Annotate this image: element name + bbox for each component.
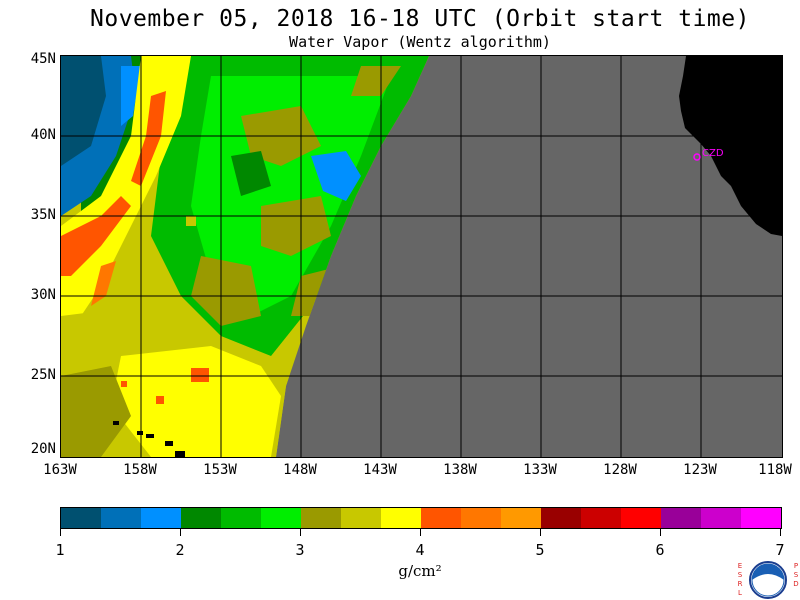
colorbar-label-1: 1: [55, 541, 65, 559]
colorbar-swatch: [661, 508, 701, 528]
colorbar-swatch: [261, 508, 301, 528]
psd-letters: P S D: [793, 562, 799, 588]
colorbar-tick: [60, 528, 61, 536]
colorbar-swatch: [461, 508, 501, 528]
colorbar-swatch: [541, 508, 581, 528]
colorbar-label-3: 3: [295, 541, 305, 559]
colorbar-tick: [780, 528, 781, 536]
lat-label-40n: 40N: [30, 127, 56, 143]
colorbar-swatch: [301, 508, 341, 528]
lon-label-123w: 123W: [683, 462, 717, 478]
lat-label-30n: 30N: [30, 287, 56, 303]
lon-label-163w: 163W: [43, 462, 77, 478]
station-label: CZD: [702, 148, 724, 159]
lon-label-153w: 153W: [203, 462, 237, 478]
colorbar-label-7: 7: [775, 541, 785, 559]
colorbar-tick: [420, 528, 421, 536]
colorbar-tick: [300, 528, 301, 536]
colorbar-swatch: [501, 508, 541, 528]
map-subtitle: Water Vapor (Wentz algorithm): [289, 33, 551, 51]
lat-label-45n: 45N: [30, 51, 56, 67]
colorbar-swatch: [141, 508, 181, 528]
colorbar-label-6: 6: [655, 541, 665, 559]
lat-label-35n: 35N: [30, 207, 56, 223]
water-vapor-map: CZD: [60, 55, 783, 458]
esrl-letters: E S R L: [737, 562, 743, 597]
colorbar: [60, 507, 782, 529]
north-america-land: [679, 56, 782, 236]
colorbar-swatch: [701, 508, 741, 528]
colorbar-label-5: 5: [535, 541, 545, 559]
lon-label-118w: 118W: [758, 462, 792, 478]
colorbar-swatch: [581, 508, 621, 528]
lon-label-133w: 133W: [523, 462, 557, 478]
colorbar-swatch: [621, 508, 661, 528]
colorbar-tick: [660, 528, 661, 536]
water-vapor-field: CZD: [61, 56, 782, 457]
colorbar-swatch: [181, 508, 221, 528]
hawaii-islands: [113, 421, 185, 457]
esrl-psd-noaa-logo: E S R L P S D: [736, 560, 800, 600]
colorbar-swatch: [221, 508, 261, 528]
colorbar-swatch: [101, 508, 141, 528]
colorbar-tick: [180, 528, 181, 536]
colorbar-tick: [540, 528, 541, 536]
colorbar-units: g/cm²: [398, 562, 442, 580]
station-marker-czd: CZD: [693, 148, 724, 161]
lon-label-138w: 138W: [443, 462, 477, 478]
colorbar-swatch: [381, 508, 421, 528]
colorbar-label-2: 2: [175, 541, 185, 559]
lon-label-148w: 148W: [283, 462, 317, 478]
lon-label-158w: 158W: [123, 462, 157, 478]
colorbar-label-4: 4: [415, 541, 425, 559]
lat-label-25n: 25N: [30, 367, 56, 383]
colorbar-swatch: [61, 508, 101, 528]
colorbar-swatch: [741, 508, 781, 528]
lon-label-128w: 128W: [603, 462, 637, 478]
map-title: November 05, 2018 16-18 UTC (Orbit start…: [90, 6, 750, 32]
lat-label-20n: 20N: [30, 441, 56, 457]
lon-label-143w: 143W: [363, 462, 397, 478]
colorbar-swatch: [341, 508, 381, 528]
graticule: [61, 56, 782, 457]
noaa-seal-icon: [749, 561, 787, 599]
colorbar-swatch: [421, 508, 461, 528]
